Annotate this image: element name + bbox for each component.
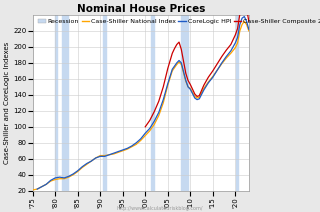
CoreLogic HPI [35, 188, 39, 190]
Case-Shiller Composite 20 Index [170, 52, 174, 54]
CoreLogic HPI [247, 28, 251, 31]
Bar [236, 15, 237, 191]
Line: Case-Shiller Composite 20 Index: Case-Shiller Composite 20 Index [145, 1, 249, 127]
Case-Shiller Composite 20 Index [172, 47, 176, 50]
Bar [62, 15, 68, 191]
Case-Shiller Composite 20 Index [245, 7, 249, 10]
Case-Shiller National Index [121, 149, 125, 152]
Case-Shiller Composite 20 Index [238, 13, 242, 15]
Case-Shiller Composite 20 Index [177, 41, 181, 43]
Case-Shiller Composite 20 Index [211, 70, 215, 72]
Case-Shiller Composite 20 Index [206, 76, 210, 78]
Line: Case-Shiller National Index: Case-Shiller National Index [33, 21, 249, 190]
Case-Shiller National Index [233, 46, 237, 49]
Bar [151, 15, 154, 191]
Case-Shiller Composite 20 Index [202, 84, 206, 86]
Case-Shiller National Index [243, 20, 246, 23]
Case-Shiller Composite 20 Index [197, 94, 201, 97]
Text: http://www.calculatedriskblog.com/: http://www.calculatedriskblog.com/ [117, 206, 203, 211]
Case-Shiller Composite 20 Index [188, 83, 192, 86]
Case-Shiller Composite 20 Index [224, 49, 228, 51]
Case-Shiller Composite 20 Index [240, 3, 244, 5]
Case-Shiller National Index [76, 170, 80, 173]
Case-Shiller Composite 20 Index [215, 62, 219, 65]
CoreLogic HPI [125, 147, 129, 150]
Case-Shiller Composite 20 Index [195, 95, 199, 98]
CoreLogic HPI [188, 88, 192, 91]
CoreLogic HPI [76, 169, 80, 172]
CoreLogic HPI [177, 59, 181, 62]
Case-Shiller Composite 20 Index [184, 72, 188, 75]
Case-Shiller Composite 20 Index [148, 119, 152, 122]
Case-Shiller Composite 20 Index [220, 55, 224, 58]
Title: Nominal House Prices: Nominal House Prices [76, 4, 205, 14]
Case-Shiller National Index [247, 30, 251, 32]
Bar [103, 15, 106, 191]
CoreLogic HPI [166, 82, 170, 85]
Bar [181, 15, 188, 191]
Bar [55, 15, 58, 191]
Case-Shiller Composite 20 Index [229, 43, 233, 46]
Case-Shiller National Index [31, 189, 35, 191]
Case-Shiller Composite 20 Index [152, 110, 156, 113]
Case-Shiller Composite 20 Index [233, 34, 237, 36]
Case-Shiller Composite 20 Index [161, 86, 165, 88]
CoreLogic HPI [243, 15, 246, 18]
Case-Shiller Composite 20 Index [166, 67, 170, 70]
Case-Shiller National Index [89, 160, 93, 162]
Case-Shiller Composite 20 Index [247, 20, 251, 23]
Case-Shiller Composite 20 Index [175, 43, 179, 46]
Line: CoreLogic HPI: CoreLogic HPI [37, 17, 249, 189]
CoreLogic HPI [175, 62, 179, 64]
Legend: Recession, Case-Shiller National Index, CoreLogic HPI, Case-Shiller Composite 20: Recession, Case-Shiller National Index, … [36, 16, 320, 27]
Case-Shiller Composite 20 Index [157, 100, 161, 102]
Case-Shiller Composite 20 Index [186, 79, 190, 82]
Case-Shiller Composite 20 Index [193, 93, 197, 95]
Case-Shiller National Index [245, 23, 249, 26]
Case-Shiller Composite 20 Index [236, 27, 239, 30]
Case-Shiller National Index [58, 177, 62, 180]
Case-Shiller Composite 20 Index [143, 126, 147, 128]
Case-Shiller Composite 20 Index [180, 48, 183, 51]
Case-Shiller Composite 20 Index [243, 0, 246, 2]
Y-axis label: Case-Shiller and CoreLogic Indexes: Case-Shiller and CoreLogic Indexes [4, 42, 10, 164]
